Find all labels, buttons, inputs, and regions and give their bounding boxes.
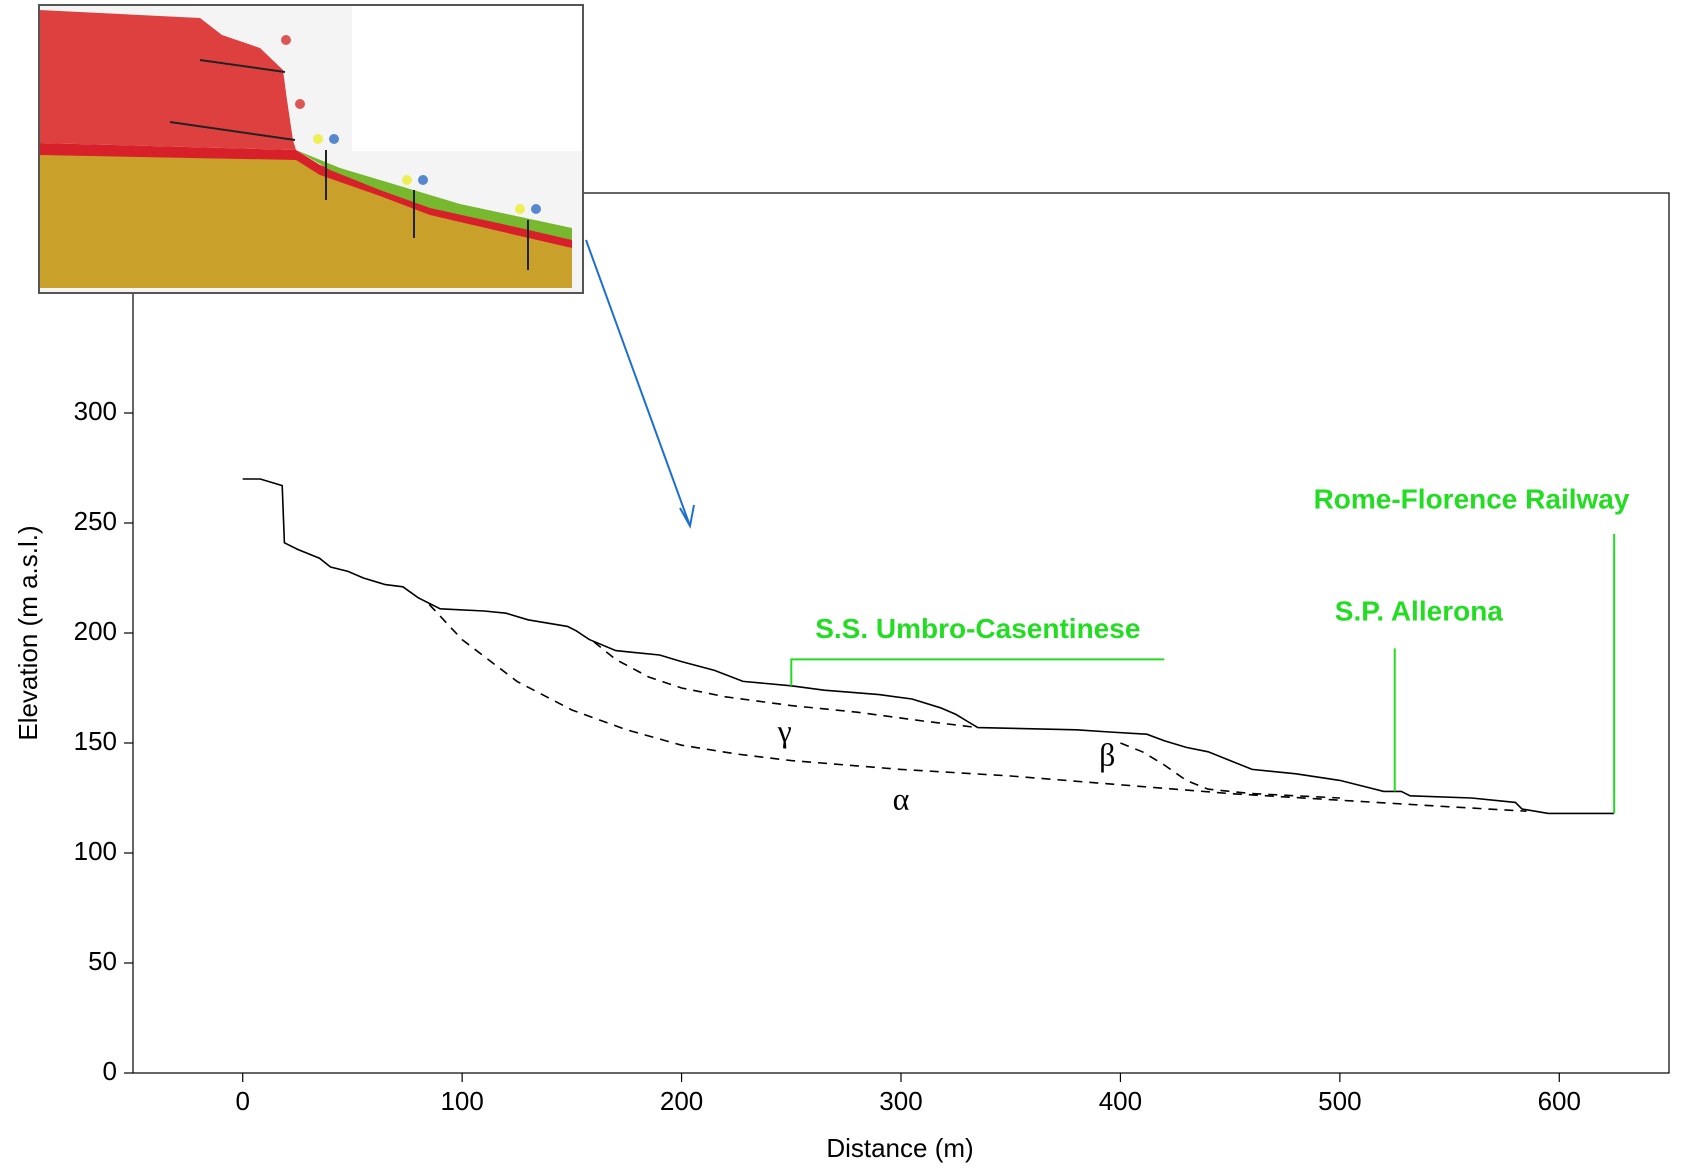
x-tick-label: 600 <box>1538 1086 1581 1116</box>
annotation: Rome-Florence Railway <box>1314 483 1630 514</box>
surface-label: α <box>893 781 910 817</box>
annotation-leader <box>791 659 1164 685</box>
y-tick-label: 150 <box>74 726 117 756</box>
x-tick-label: 200 <box>660 1086 703 1116</box>
surface-label: γ <box>777 713 792 749</box>
x-tick-label: 400 <box>1099 1086 1142 1116</box>
y-axis-label: Elevation (m a.s.l.) <box>13 525 43 740</box>
surface-label: β <box>1099 737 1115 773</box>
y-tick-label: 0 <box>103 1056 117 1086</box>
x-tick-label: 100 <box>440 1086 483 1116</box>
x-tick-label: 500 <box>1318 1086 1361 1116</box>
x-tick-label: 0 <box>235 1086 249 1116</box>
arrow <box>586 240 694 526</box>
y-tick-label: 50 <box>88 946 117 976</box>
chart: Distance (m) Elevation (m a.s.l.) 0 100 20… <box>0 0 1702 1171</box>
profile-line <box>243 479 1614 813</box>
annotation: S.P. Allerona <box>1335 596 1503 627</box>
y-tick-label: 200 <box>74 616 117 646</box>
y-tick-label: 300 <box>74 396 117 426</box>
x-axis-label: Distance (m) <box>826 1133 973 1163</box>
annotation: S.S. Umbro-Casentinese <box>815 613 1140 644</box>
y-tick-label: 100 <box>74 836 117 866</box>
y-tick-label: 250 <box>74 506 117 536</box>
inset-image <box>39 5 583 293</box>
x-tick-label: 300 <box>879 1086 922 1116</box>
slip-surface <box>1120 743 1340 798</box>
